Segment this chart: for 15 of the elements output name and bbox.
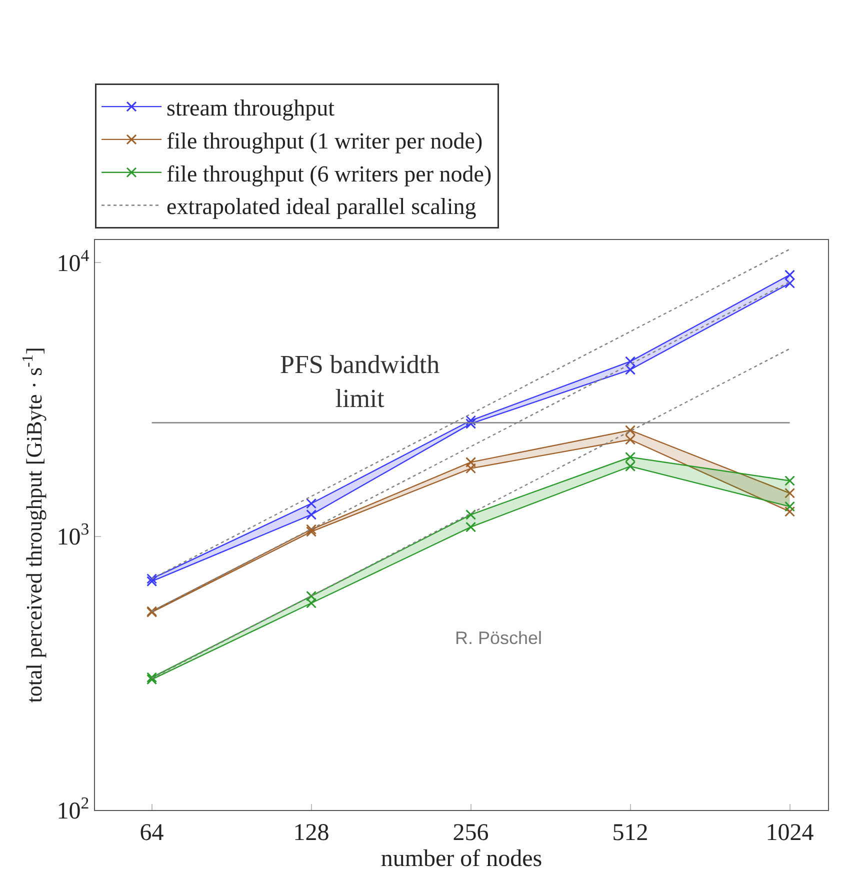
legend-label: file throughput (6 writers per node) xyxy=(166,161,492,186)
annotation: R. Pöschel xyxy=(455,628,542,648)
x-tick-label: 512 xyxy=(612,820,648,846)
x-axis-title: number of nodes xyxy=(380,846,542,872)
legend-label: file throughput (1 writer per node) xyxy=(166,128,483,154)
x-tick-label: 1024 xyxy=(766,820,814,846)
x-tick-label: 256 xyxy=(452,820,489,846)
x-tick-label: 64 xyxy=(140,820,164,846)
y-tick-label: 10$^{2}$ xyxy=(56,793,90,824)
x-tick-label: 128 xyxy=(293,820,330,846)
ref-line-label: PFS bandwidth limit xyxy=(280,350,440,413)
y-tick-label: 10$^{3}$ xyxy=(56,520,90,551)
legend-label: extrapolated ideal parallel scaling xyxy=(166,194,477,220)
y-tick-label: 10$^{4}$ xyxy=(56,246,90,278)
legend-label: stream throughput xyxy=(166,96,336,121)
